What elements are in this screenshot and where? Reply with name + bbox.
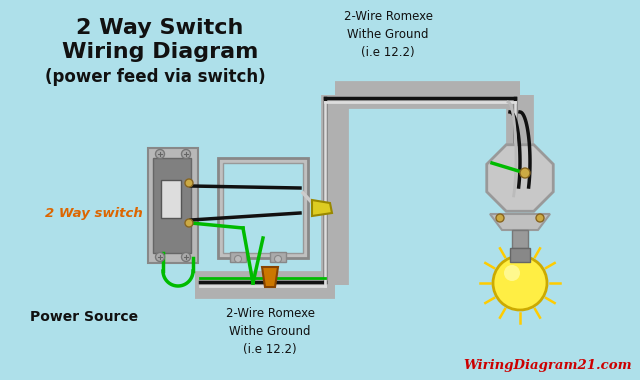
Bar <box>148 148 198 263</box>
Circle shape <box>156 149 164 158</box>
Text: 2 Way Switch: 2 Way Switch <box>76 18 244 38</box>
Text: Wiring Diagram: Wiring Diagram <box>62 42 258 62</box>
Text: WiringDiagram21.com: WiringDiagram21.com <box>463 359 632 372</box>
Circle shape <box>536 214 544 222</box>
Bar <box>270 252 286 262</box>
Bar <box>161 180 181 218</box>
Text: 2-Wire Romexe
Withe Ground
(i.e 12.2): 2-Wire Romexe Withe Ground (i.e 12.2) <box>344 10 433 59</box>
Circle shape <box>185 179 193 187</box>
Circle shape <box>275 255 282 263</box>
Circle shape <box>182 252 191 261</box>
Circle shape <box>156 252 164 261</box>
Circle shape <box>504 265 520 281</box>
Circle shape <box>182 149 191 158</box>
Circle shape <box>520 168 530 178</box>
Circle shape <box>234 255 241 263</box>
Polygon shape <box>490 214 550 230</box>
Text: Power Source: Power Source <box>30 310 138 324</box>
Bar <box>230 252 246 262</box>
Polygon shape <box>487 145 553 211</box>
Text: 2-Wire Romexe
Withe Ground
(i.e 12.2): 2-Wire Romexe Withe Ground (i.e 12.2) <box>225 307 314 356</box>
Bar <box>153 158 191 253</box>
Bar <box>218 158 308 258</box>
Circle shape <box>185 219 193 227</box>
Bar <box>512 230 528 248</box>
Text: (power feed via switch): (power feed via switch) <box>45 68 266 86</box>
Polygon shape <box>312 200 332 216</box>
Circle shape <box>496 214 504 222</box>
Bar <box>223 163 303 253</box>
Bar <box>510 248 530 262</box>
Circle shape <box>493 256 547 310</box>
Polygon shape <box>262 267 278 287</box>
Text: 2 Way switch: 2 Way switch <box>45 206 143 220</box>
